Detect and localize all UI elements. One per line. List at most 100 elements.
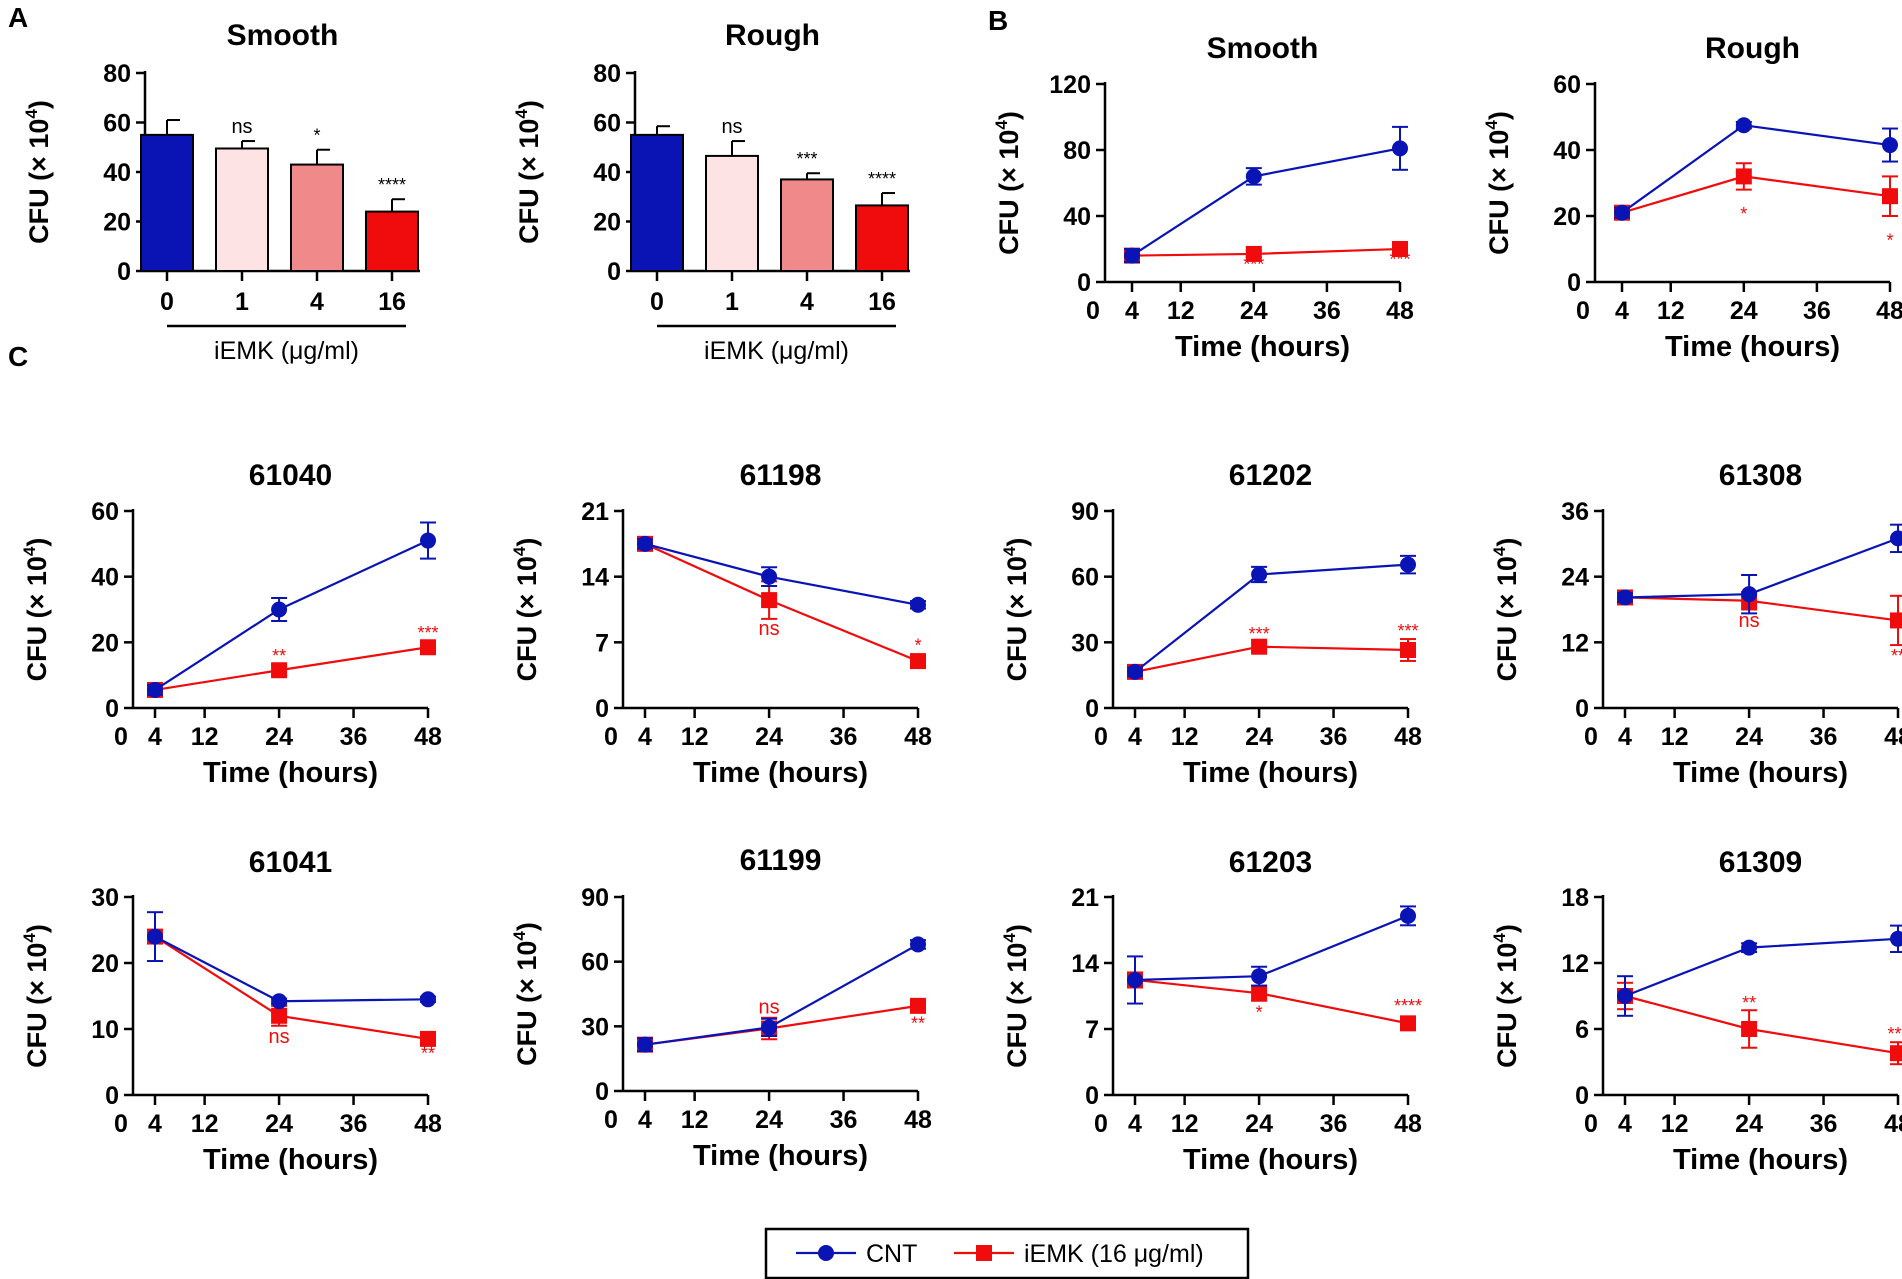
- y-tick-label: 0: [1077, 269, 1091, 297]
- bar: [630, 133, 684, 272]
- data-point: [1741, 939, 1758, 956]
- x-tick-label: 0: [1094, 1110, 1108, 1138]
- x-tick-label: 16: [378, 288, 406, 316]
- significance-label: ns: [759, 996, 780, 1018]
- significance-label: *: [313, 126, 320, 146]
- x-axis-label: Time (hours): [693, 1140, 868, 1172]
- y-tick-label: 20: [103, 209, 131, 237]
- x-tick-label: 24: [755, 723, 783, 751]
- data-point: [1251, 566, 1268, 583]
- x-tick-label: 48: [904, 723, 932, 751]
- y-tick-label: 12: [1561, 629, 1589, 657]
- data-point: [1890, 1045, 1902, 1062]
- y-tick-label: 0: [595, 1078, 609, 1106]
- series-line: [644, 542, 919, 606]
- x-axis-label: Time (hours): [693, 757, 868, 789]
- x-tick-label: 36: [1320, 1110, 1348, 1138]
- y-axis-label: CFU (× 104): [510, 538, 542, 682]
- y-axis-label-main: CFU (× 10: [1492, 556, 1522, 681]
- x-tick-label: 4: [310, 288, 324, 316]
- y-tick-label: 0: [117, 258, 131, 286]
- x-tick-label: 48: [1884, 723, 1902, 751]
- y-axis-label-main: CFU (× 10: [1484, 130, 1514, 255]
- x-tick-label: 36: [1320, 723, 1348, 751]
- y-axis-label-end: ): [24, 100, 54, 109]
- data-point: [1400, 907, 1416, 924]
- chart-title: Rough: [725, 19, 820, 52]
- significance-label: ***: [796, 149, 817, 169]
- data-point: [1400, 556, 1416, 573]
- data-point: [910, 596, 926, 613]
- data-point: [1127, 663, 1143, 680]
- y-axis-label-main: CFU (× 10: [22, 556, 52, 681]
- chart-title: 61308: [1719, 459, 1802, 492]
- y-tick-label: 60: [581, 949, 609, 977]
- x-tick-label: 24: [1735, 723, 1763, 751]
- significance-label: **: [911, 1014, 925, 1034]
- series-line: [1624, 937, 1899, 998]
- y-axis-label-end: ): [514, 100, 544, 109]
- significance-label: **: [272, 646, 286, 666]
- chart-title: 61199: [740, 844, 822, 877]
- y-tick-label: 0: [1575, 695, 1589, 723]
- y-axis-label-sup: 4: [20, 933, 39, 943]
- significance-label: ****: [1394, 996, 1422, 1016]
- x-tick-label: 1: [725, 288, 739, 316]
- x-tick-label: 24: [755, 1106, 783, 1134]
- x-axis-label: Time (hours): [1673, 757, 1848, 789]
- y-axis-label: CFU (× 104): [1490, 538, 1522, 682]
- bar: [780, 178, 834, 272]
- x-tick-label: 12: [681, 1106, 709, 1134]
- bar: [140, 133, 194, 272]
- y-tick-label: 14: [1071, 950, 1099, 978]
- y-tick-label: 80: [103, 60, 131, 88]
- panel-label-b: B: [988, 5, 1008, 36]
- y-axis-label-end: ): [1002, 924, 1032, 933]
- x-tick-label: 36: [340, 723, 368, 751]
- y-axis-label-end: ): [1492, 538, 1522, 547]
- y-axis-label-sup: 4: [1490, 933, 1509, 943]
- significance-label: ***: [1389, 250, 1410, 270]
- data-point: [1882, 137, 1898, 154]
- y-tick-label: 40: [91, 564, 119, 592]
- data-point: [147, 928, 163, 945]
- legend-cnt-marker: [818, 1245, 834, 1261]
- series-line: [154, 935, 429, 1040]
- y-axis-label-main: CFU (× 10: [514, 119, 544, 244]
- y-tick-label: 21: [1071, 884, 1099, 912]
- y-axis-label-sup: 4: [1482, 120, 1501, 130]
- x-tick-label: 12: [1167, 297, 1195, 325]
- data-point: [1251, 638, 1268, 655]
- data-point: [1124, 247, 1140, 264]
- y-tick-label: 20: [91, 950, 119, 978]
- x-tick-label: 24: [1730, 297, 1758, 325]
- y-axis-label-end: ): [22, 538, 52, 547]
- data-point: [1392, 140, 1408, 157]
- y-tick-label: 14: [581, 564, 609, 592]
- x-tick-label: 24: [265, 1110, 293, 1138]
- data-point: [1245, 168, 1262, 185]
- significance-label: ***: [417, 623, 438, 643]
- significance-label: ****: [378, 175, 406, 195]
- y-axis-label-sup: 4: [510, 546, 529, 556]
- data-point: [637, 535, 653, 552]
- y-tick-label: 90: [1071, 498, 1099, 526]
- x-tick-label: 36: [1810, 723, 1838, 751]
- x-tick-label: 12: [1657, 297, 1685, 325]
- y-tick-label: 40: [1063, 203, 1091, 231]
- x-tick-label: 0: [604, 723, 618, 751]
- y-axis-label-main: CFU (× 10: [512, 556, 542, 681]
- data-point: [1617, 589, 1633, 606]
- significance-label: ns: [269, 1026, 290, 1048]
- x-tick-label: 12: [681, 723, 709, 751]
- y-axis-label-main: CFU (× 10: [1002, 556, 1032, 681]
- y-tick-label: 60: [1071, 564, 1099, 592]
- data-point: [1741, 586, 1758, 603]
- data-point: [1392, 241, 1408, 257]
- x-tick-label: 24: [1240, 297, 1268, 325]
- y-tick-label: 0: [595, 695, 609, 723]
- x-tick-label: 24: [1245, 723, 1273, 751]
- x-tick-label: 0: [160, 288, 174, 316]
